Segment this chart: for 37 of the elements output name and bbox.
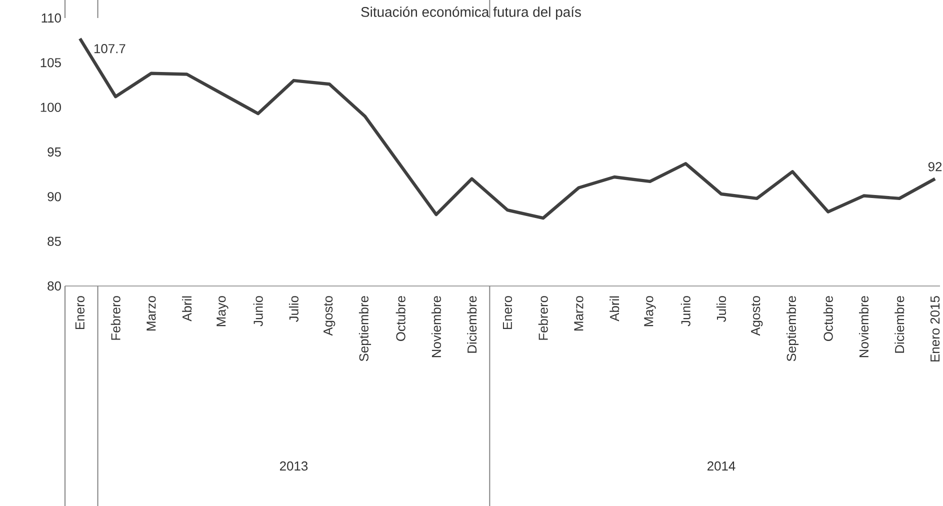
x-tick-label: Marzo (574, 296, 584, 330)
text: 2013 (280, 461, 308, 471)
x-tick-label: Febrero (110, 296, 120, 340)
x-tick-label: Enero (502, 296, 512, 330)
x-tick-label: Enero (75, 296, 84, 330)
y-tick-label: 110 (42, 13, 61, 23)
x-tick-label: Octubre (823, 296, 833, 341)
y-tick-label: 105 (40, 58, 61, 68)
x-tick-label: Diciembre (894, 296, 904, 353)
x-tick-label: Septiembre (358, 296, 372, 362)
y-tick-label: 95 (48, 147, 61, 157)
x-tick-label: Agosto (324, 296, 336, 336)
x-tick-label: Junio (680, 296, 690, 326)
y-tick-label: 100 (40, 102, 61, 112)
text: 2014 (708, 461, 736, 471)
y-tick-label: 90 (48, 192, 61, 202)
y-tick-label: 85 (48, 236, 61, 246)
x-tick-label: Junio (253, 296, 263, 326)
x-tick-label: Febrero (538, 296, 548, 340)
y-tick-label: 80 (48, 281, 61, 291)
x-tick-label: Noviembre (859, 296, 869, 358)
data-label: 92 (928, 162, 942, 172)
x-tick-label: Abril (610, 296, 620, 322)
x-tick-label: Julio (716, 296, 726, 322)
x-tick-label: Diciembre (467, 296, 477, 353)
x-tick-label: Enero 2015 (930, 296, 940, 362)
x-tick-label: Septiembre (786, 296, 799, 362)
x-tick-label: Agosto (751, 296, 763, 336)
x-tick-label: Mayo (644, 296, 656, 326)
x-tick-label: Abril (182, 296, 192, 322)
x-tick-label: Julio (288, 296, 298, 322)
chart-title: Situación económica futura del país (361, 6, 581, 20)
data-label: 107.7 (94, 44, 126, 54)
x-tick-label: Octubre (396, 296, 406, 341)
x-tick-label: Noviembre (431, 296, 441, 358)
x-tick-label: Marzo (146, 296, 156, 330)
x-tick-label: Mayo (216, 296, 228, 326)
